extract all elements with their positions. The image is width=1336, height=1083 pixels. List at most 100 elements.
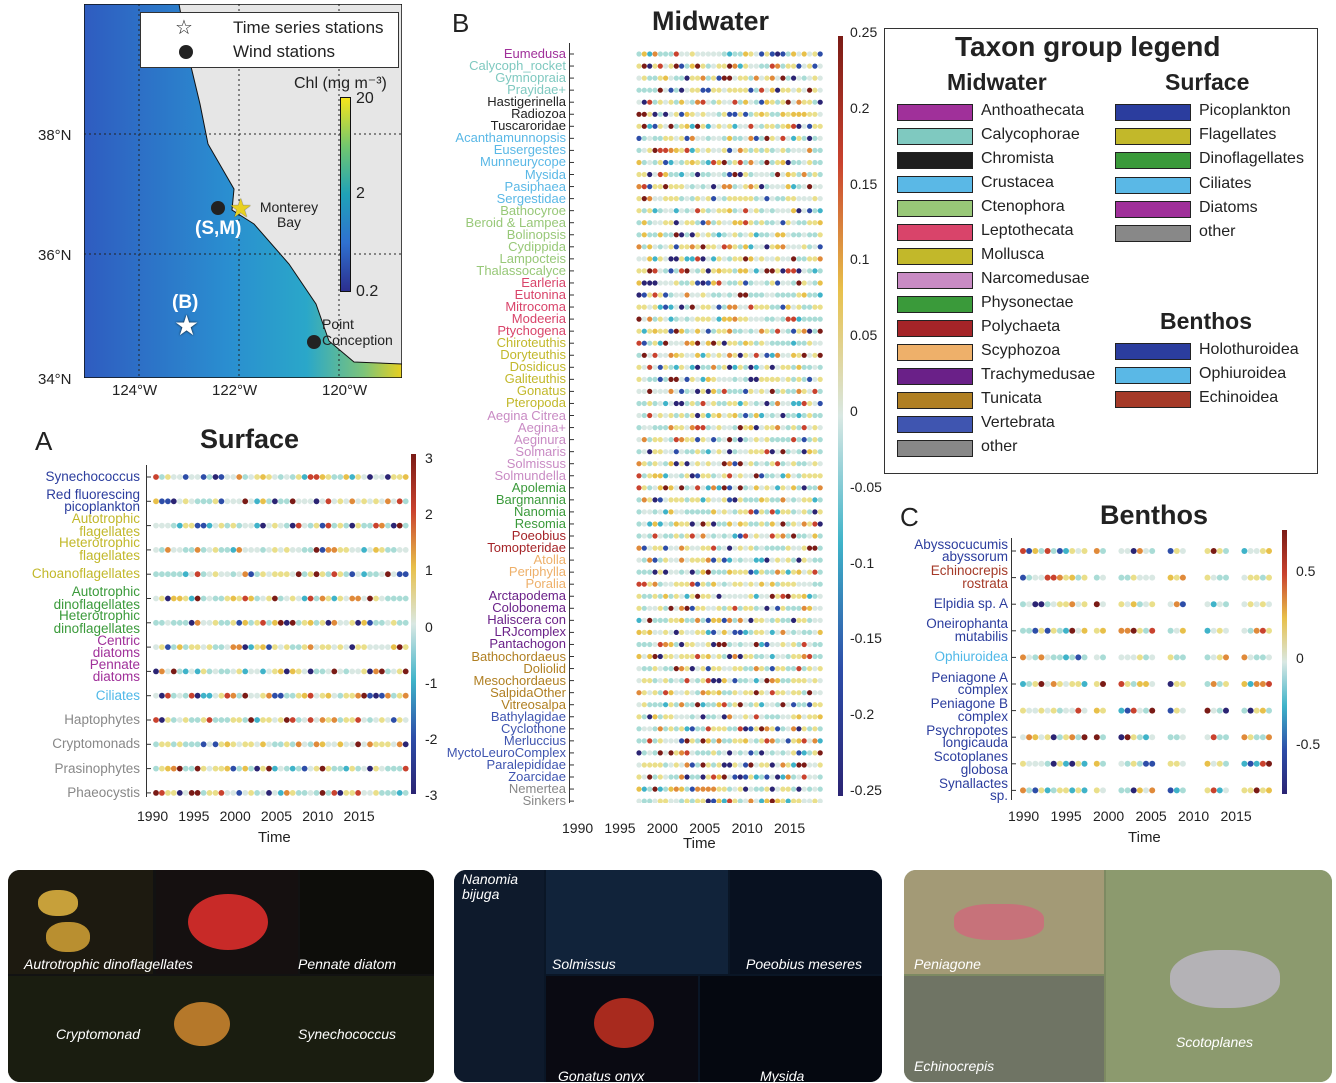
midwater-cell [636, 774, 642, 780]
midwater-cell [807, 690, 813, 696]
midwater-cell [748, 63, 754, 69]
surface-cell [343, 741, 350, 748]
midwater-cell [817, 99, 823, 105]
midwater-cell [780, 461, 786, 467]
midwater-cell [668, 629, 674, 636]
surface-cell [313, 765, 320, 772]
midwater-cell [663, 461, 669, 467]
midwater-cell [657, 425, 663, 431]
midwater-cell [668, 208, 674, 214]
benthos-cell [1124, 681, 1131, 687]
surface-cell [236, 765, 243, 772]
midwater-cell [695, 425, 701, 431]
legend-swatch [897, 176, 973, 193]
midwater-cell [748, 196, 754, 202]
benthos-cell [1266, 787, 1272, 794]
midwater-cell [673, 581, 679, 587]
surface-cell [379, 547, 385, 553]
midwater-cell [785, 123, 791, 129]
midwater-cell [647, 605, 653, 611]
midwater-cell [679, 798, 685, 803]
midwater-cell [679, 123, 685, 129]
midwater-cell [711, 678, 717, 684]
midwater-cell [657, 593, 663, 599]
midwater-cell [748, 340, 754, 346]
midwater-cell [764, 75, 770, 81]
midwater-cell [812, 280, 818, 286]
midwater-cell [679, 437, 685, 443]
midwater-cell [705, 316, 711, 322]
surface-cell [236, 595, 243, 602]
midwater-cell [673, 159, 679, 166]
midwater-cell [636, 545, 642, 551]
surface-cell [200, 741, 207, 748]
midwater-cell [695, 641, 701, 648]
midwater-cell [801, 364, 807, 370]
benthos-cell [1204, 627, 1211, 634]
surface-cell [254, 692, 260, 699]
midwater-cell [743, 485, 749, 491]
surface-cell [165, 619, 171, 626]
midwater-cell [801, 641, 807, 648]
surface-cell [283, 668, 290, 675]
midwater-cell [668, 605, 674, 611]
midwater-cell [775, 726, 781, 732]
midwater-cell [700, 220, 706, 226]
midwater-cell [684, 220, 690, 226]
midwater-cell [705, 449, 711, 455]
benthos-cell [1223, 681, 1229, 687]
surface-cell [277, 522, 284, 529]
surface-cell [188, 692, 195, 699]
midwater-cell [732, 533, 738, 539]
benthos-xtick: 1995 [1050, 808, 1082, 824]
surface-cell [319, 498, 326, 505]
midwater-cell [732, 75, 738, 81]
midwater-cell [737, 340, 743, 346]
midwater-cell [812, 412, 818, 419]
midwater-cell [684, 352, 690, 358]
midwater-cell [791, 135, 797, 141]
surface-cell [248, 668, 254, 675]
midwater-cell [700, 196, 706, 202]
midwater-cell [737, 292, 743, 298]
midwater-cell [801, 135, 807, 141]
surface-cell [218, 619, 225, 626]
benthos-cell [1118, 707, 1125, 714]
legend-swatch [897, 128, 973, 145]
midwater-cell [812, 184, 818, 190]
midwater-cell [716, 714, 722, 720]
midwater-cell [812, 521, 818, 527]
surface-cell [289, 498, 296, 505]
midwater-cell [807, 244, 813, 250]
surface-cell [307, 547, 314, 553]
midwater-cell [679, 593, 685, 599]
midwater-cell [641, 159, 647, 166]
midwater-cell [753, 256, 759, 262]
midwater-cell [716, 292, 722, 298]
surface-cell [307, 790, 314, 796]
midwater-cell [796, 316, 802, 322]
midwater-cell [641, 171, 647, 178]
midwater-cell [748, 798, 754, 803]
benthos-cell [1216, 787, 1223, 794]
benthos-cell [1032, 574, 1039, 581]
surface-cell [272, 547, 278, 553]
midwater-cell [780, 232, 786, 238]
midwater-cell [780, 545, 786, 551]
midwater-cell [679, 702, 685, 708]
caption-synechococcus: Synechococcus [298, 1026, 397, 1042]
surface-cell [260, 571, 266, 578]
midwater-cell [673, 557, 679, 563]
midwater-cell [721, 750, 727, 756]
surface-cell [242, 498, 249, 505]
midwater-cell [732, 364, 738, 370]
benthos-cell [1179, 627, 1186, 634]
midwater-cell [801, 545, 807, 551]
surface-cell [349, 765, 356, 772]
midwater-cell [801, 256, 807, 262]
midwater-cell [700, 75, 706, 81]
midwater-cell [775, 376, 781, 382]
caption-echinocrepis: Echinocrepis [914, 1058, 995, 1074]
midwater-cell [791, 437, 797, 443]
surface-cell [283, 790, 290, 796]
